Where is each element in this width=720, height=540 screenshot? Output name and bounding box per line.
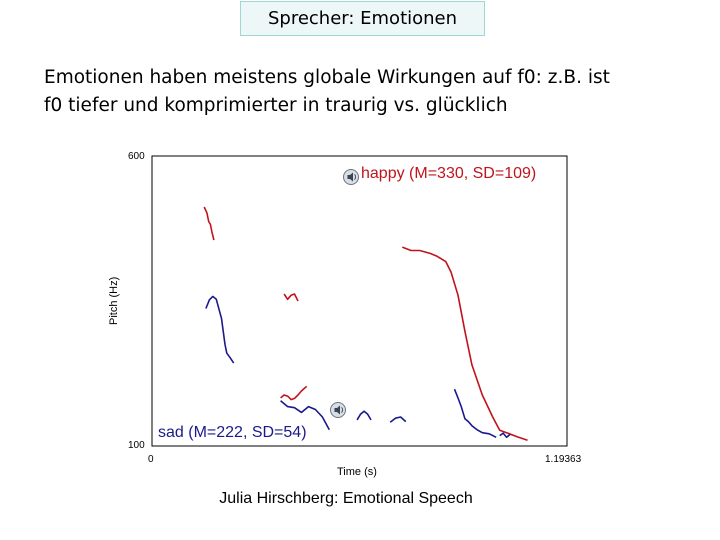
- happy-pitch-contour-1: [203, 206, 215, 241]
- plot-frame: [151, 155, 568, 447]
- happy-pitch-contour-4: [402, 246, 528, 441]
- sad-pitch-contour-1: [205, 295, 235, 364]
- happy-label: happy (M=330, SD=109): [361, 165, 536, 182]
- series-layer: [203, 206, 528, 441]
- x-min-label: 0: [148, 454, 154, 465]
- sad-pitch-contour-6: [499, 432, 511, 439]
- pitch-plot: 600 100 0 1.19363 Time (s) Pitch (Hz) ha…: [108, 151, 582, 478]
- x-axis-label: Time (s): [337, 466, 377, 478]
- speaker-icon[interactable]: [343, 169, 359, 185]
- slide-body-text: Emotionen haben meistens globale Wirkung…: [44, 64, 684, 120]
- sad-pitch-contour-3: [356, 410, 372, 421]
- slide-footer: Julia Hirschberg: Emotional Speech: [219, 490, 473, 507]
- happy-pitch-contour-2: [283, 293, 299, 302]
- sad-pitch-contour-2: [280, 400, 331, 431]
- sad-pitch-contour-5: [453, 388, 497, 439]
- sad-label: sad (M=222, SD=54): [158, 424, 307, 441]
- speaker-icon[interactable]: [330, 402, 346, 418]
- body-line-2: f0 tiefer und komprimierter in traurig v…: [44, 95, 508, 116]
- slide-title: Sprecher: Emotionen: [240, 1, 485, 36]
- body-line-1: Emotionen haben meistens globale Wirkung…: [44, 67, 610, 88]
- x-max-label: 1.19363: [545, 454, 582, 465]
- happy-pitch-contour-3: [280, 385, 308, 401]
- y-max-label: 600: [128, 151, 145, 162]
- y-axis-label: Pitch (Hz): [108, 277, 120, 325]
- y-min-label: 100: [128, 440, 145, 451]
- sad-pitch-contour-4: [389, 416, 407, 423]
